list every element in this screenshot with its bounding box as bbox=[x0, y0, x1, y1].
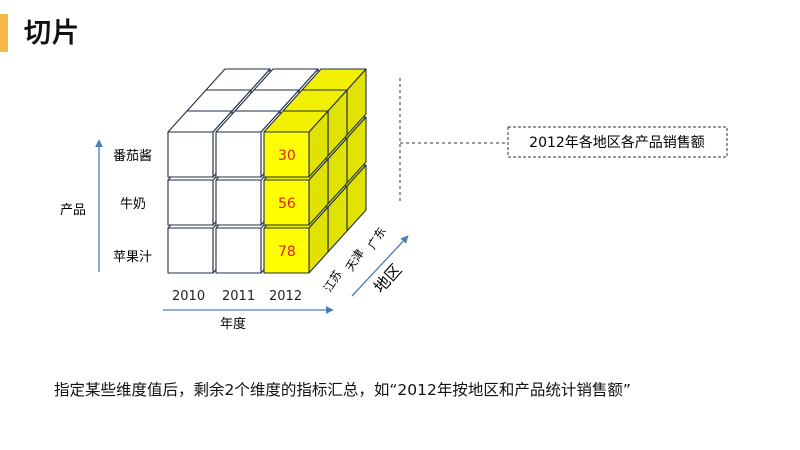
year-label-2012: 2012 bbox=[269, 289, 302, 304]
callout-box bbox=[507, 126, 728, 158]
slice-value-apple-juice: 78 bbox=[278, 244, 296, 260]
slide-title: 切片 bbox=[24, 18, 80, 49]
cube-2012-ketchup-jiangsu-front bbox=[263, 131, 310, 178]
product-label-apple-juice: 苹果汁 bbox=[113, 250, 152, 265]
region-label-guangdong: 广东 bbox=[365, 225, 389, 252]
slice-value-milk: 56 bbox=[278, 196, 296, 212]
slice-value-ketchup: 30 bbox=[278, 148, 296, 164]
cube-2010-ketchup-jiangsu-front bbox=[167, 131, 214, 178]
cube-grid: 30 56 78 bbox=[167, 68, 367, 274]
cube-2011-ketchup-jiangsu-front bbox=[215, 131, 262, 178]
region-label-tianjin: 天津 bbox=[343, 247, 367, 274]
slide-caption: 指定某些维度值后，剩余2个维度的指标汇总，如“2012年按地区和产品统计销售额” bbox=[54, 381, 631, 399]
cube-2011-milk-jiangsu-front bbox=[215, 179, 262, 226]
product-label-milk: 牛奶 bbox=[120, 197, 146, 212]
year-label-2010: 2010 bbox=[172, 289, 205, 304]
region-axis-arrow bbox=[351, 235, 409, 297]
cube-2011-apple-juice-jiangsu-front bbox=[215, 227, 262, 274]
title-accent-bar bbox=[0, 14, 8, 52]
cube-2012-apple-juice-jiangsu-front bbox=[263, 227, 310, 274]
product-axis-label: 产品 bbox=[60, 203, 86, 218]
region-axis-label: 地区 bbox=[370, 260, 406, 297]
callout-text: 2012年各地区各产品销售额 bbox=[529, 135, 705, 151]
year-label-2011: 2011 bbox=[222, 289, 255, 304]
product-label-ketchup: 番茄酱 bbox=[113, 149, 152, 164]
cube-2010-apple-juice-jiangsu-front bbox=[167, 227, 214, 274]
region-label-jiangsu: 江苏 bbox=[321, 268, 345, 295]
cube-2012-milk-jiangsu-front bbox=[263, 179, 310, 226]
year-axis-label: 年度 bbox=[220, 316, 246, 332]
cube-2010-milk-jiangsu-front bbox=[167, 179, 214, 226]
